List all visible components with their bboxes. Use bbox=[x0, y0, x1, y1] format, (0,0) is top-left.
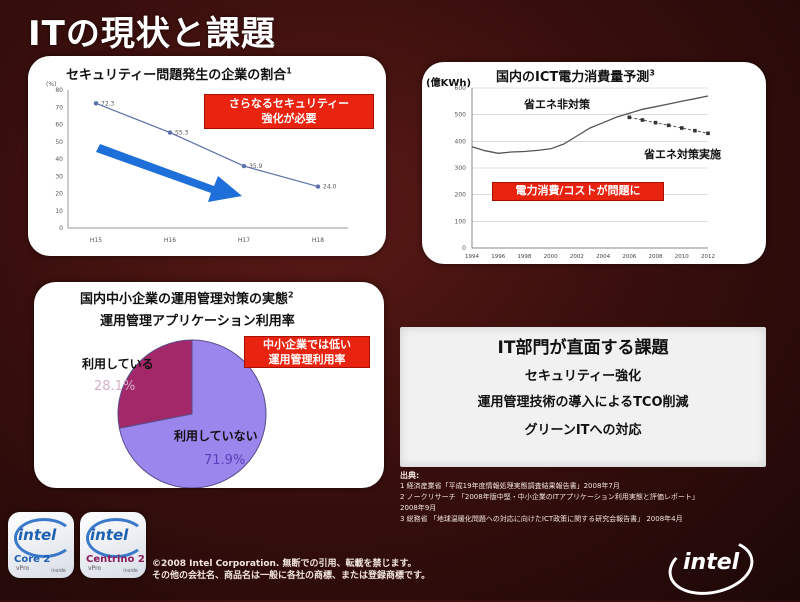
security-line-chart: (%) 0 10 20 30 40 50 60 70 80 H15 H16 H17 H18 72.3 55.3… bbox=[46, 81, 348, 244]
label-no-saving: 省エネ非対策 bbox=[524, 98, 590, 111]
it-issue-item: グリーンITへの対応 bbox=[524, 423, 642, 438]
x-tick-label: 2000 bbox=[544, 254, 558, 260]
data-point bbox=[666, 123, 671, 128]
it-issues-title: IT部門が直面する課題 bbox=[497, 338, 669, 358]
sme-pie-chart: 利用している 28.1% 利用していない 71.9% bbox=[82, 339, 267, 488]
data-point bbox=[93, 101, 99, 106]
security-chart-title: セキュリティー問題発生の企業の割合1 bbox=[66, 66, 292, 83]
y-tick-label: 0 bbox=[462, 245, 466, 252]
x-tick-label: 2008 bbox=[649, 254, 663, 260]
pie-slice bbox=[118, 339, 267, 488]
y-tick-label: 30 bbox=[55, 173, 63, 180]
trend-arrow bbox=[96, 144, 242, 202]
y-tick-label: 70 bbox=[55, 104, 63, 111]
y-tick-label: 100 bbox=[455, 218, 467, 225]
data-point bbox=[706, 131, 710, 136]
data-label: 35.9 bbox=[249, 163, 263, 170]
sme-chart-title: 国内中小企業の運用管理対策の実態2 bbox=[80, 290, 294, 307]
y-tick-label: 80 bbox=[55, 87, 63, 94]
label-saving: 省エネ対策実施 bbox=[644, 148, 721, 161]
y-tick-label: 60 bbox=[55, 122, 63, 129]
security-chart-panel: セキュリティー問題発生の企業の割合1 (%) 0 10 20 30 40 50 60 70 80 H… bbox=[28, 56, 386, 256]
slide-title: ITの現状と課題 bbox=[28, 14, 276, 54]
slice-value: 71.9% bbox=[204, 453, 245, 468]
y-tick-label: 200 bbox=[455, 192, 467, 199]
y-tick-label: 500 bbox=[455, 112, 467, 119]
data-label: 72.3 bbox=[101, 100, 115, 107]
pie-slice bbox=[117, 339, 193, 429]
sme-chart-panel: 国内中小企業の運用管理対策の実態2 運用管理アプリケーション利用率 利用している… bbox=[34, 282, 384, 488]
power-y-unit: (億KWh) bbox=[426, 78, 472, 89]
x-tick-label: 1998 bbox=[517, 254, 531, 260]
y-tick-label: 50 bbox=[55, 139, 63, 146]
intel-centrino2-vpro-badge: intel Centrino 2 vPro inside bbox=[80, 512, 146, 578]
x-tick-label: 2012 bbox=[701, 254, 715, 260]
y-unit-label: (%) bbox=[46, 81, 56, 88]
power-chart-panel: 国内のICT電力消費量予測3 (億KWh) 0 100 200 300 400 500 60… bbox=[422, 62, 766, 264]
intel-core2-vpro-badge: intel Core 2 vPro inside bbox=[8, 512, 74, 578]
it-issue-item: セキュリティー強化 bbox=[524, 369, 642, 384]
badge-swirl-icon bbox=[86, 518, 146, 558]
y-tick-label: 400 bbox=[455, 138, 467, 145]
x-tick-label: 2002 bbox=[570, 254, 584, 260]
slice-value: 28.1% bbox=[94, 379, 135, 394]
data-point bbox=[640, 118, 645, 122]
x-tick-label: 2006 bbox=[622, 254, 636, 260]
series-line bbox=[471, 95, 709, 154]
series-line bbox=[95, 102, 319, 188]
data-point bbox=[693, 128, 697, 133]
power-line-chart: 0 100 200 300 400 500 600 1994 1996 1998 2000 2002 2… bbox=[455, 85, 715, 260]
copyright-line: ©2008 Intel Corporation. 無断での引用、転載を禁じます。 bbox=[152, 559, 417, 569]
it-issue-item: 運用管理技術の導入によるTCO削減 bbox=[477, 395, 689, 410]
source-line: 3 総務省 「地球温暖化問題への対応に向けたICT政策に関する研究会報告書」 2… bbox=[400, 515, 683, 523]
data-label: 55.3 bbox=[175, 130, 189, 137]
x-tick-label: 1994 bbox=[465, 254, 479, 260]
data-point bbox=[315, 184, 321, 189]
y-tick-label: 300 bbox=[455, 165, 467, 172]
slice-label: 利用していない bbox=[174, 428, 258, 443]
sources-block: 出典: 1 経済産業省「平成19年度情報処理実態調査結果報告書」2008年7月 … bbox=[400, 470, 780, 525]
source-line: 1 経済産業省「平成19年度情報処理実態調査結果報告書」2008年7月 bbox=[400, 482, 620, 490]
x-tick-label: H17 bbox=[238, 237, 250, 244]
data-label: 24.0 bbox=[323, 184, 337, 191]
x-tick-label: 2010 bbox=[675, 254, 689, 260]
it-issues-box: IT部門が直面する課題 セキュリティー強化 運用管理技術の導入によるTCO削減 … bbox=[400, 327, 766, 467]
security-callout: さらなるセキュリティー 強化が必要 bbox=[204, 94, 374, 129]
y-tick-label: 20 bbox=[55, 191, 63, 198]
sources-heading: 出典: bbox=[400, 471, 420, 480]
x-tick-label: 2004 bbox=[596, 254, 610, 260]
x-tick-label: 1996 bbox=[491, 254, 505, 260]
y-tick-label: 600 bbox=[455, 85, 467, 92]
x-tick-label: H15 bbox=[90, 237, 102, 244]
power-callout: 電力消費/コストが問題に bbox=[492, 182, 664, 201]
source-line: 2 ノークリサーチ 「2008年版中堅・中小企業のITアプリケーション利用実態と… bbox=[400, 493, 699, 501]
source-line: 2008年9月 bbox=[400, 504, 437, 512]
y-tick-label: 10 bbox=[55, 208, 63, 215]
y-tick-label: 0 bbox=[59, 225, 63, 232]
slice-label: 利用している bbox=[82, 356, 154, 371]
data-point bbox=[627, 115, 632, 120]
intel-logo: intel bbox=[683, 550, 740, 575]
badge-swirl-icon bbox=[14, 518, 74, 558]
x-tick-label: H16 bbox=[164, 237, 176, 244]
data-point bbox=[679, 126, 684, 130]
sme-chart-subtitle: 運用管理アプリケーション利用率 bbox=[100, 314, 295, 329]
data-point bbox=[167, 130, 173, 135]
x-tick-label: H18 bbox=[312, 237, 324, 244]
copyright-notice: ©2008 Intel Corporation. 無断での引用、転載を禁じます。… bbox=[152, 558, 430, 582]
data-point bbox=[241, 163, 247, 169]
sme-callout: 中小企業では低い 運用管理利用率 bbox=[244, 336, 370, 368]
power-chart-title: 国内のICT電力消費量予測3 bbox=[496, 68, 655, 85]
y-tick-label: 40 bbox=[55, 156, 63, 163]
data-point bbox=[653, 120, 658, 125]
copyright-line: その他の会社名、商品名は一般に各社の商標、または登録商標です。 bbox=[152, 571, 431, 581]
